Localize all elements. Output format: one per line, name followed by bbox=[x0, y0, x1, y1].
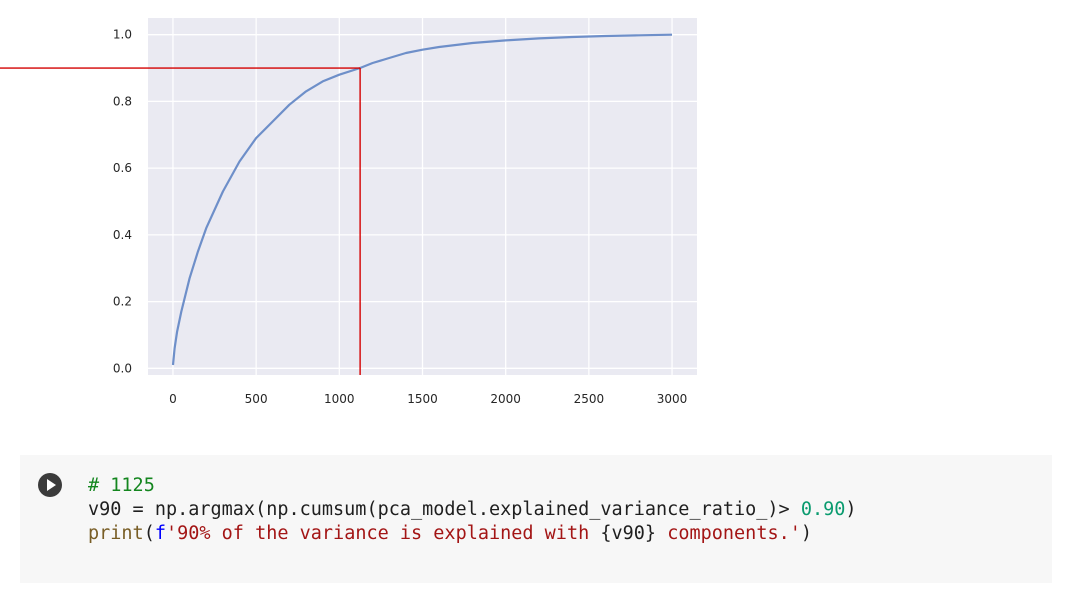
code-token: v90 = np.argmax(np.cumsum(pca_model.expl… bbox=[88, 499, 801, 520]
code-token: 0.90 bbox=[800, 499, 846, 520]
x-tick-label: 2500 bbox=[574, 392, 605, 406]
code-token: ) bbox=[845, 499, 857, 520]
y-tick-labels: 0.0 0.2 0.4 0.6 0.8 1.0 bbox=[113, 28, 132, 376]
code-cell[interactable]: # 1125 v90 = np.argmax(np.cumsum(pca_mode… bbox=[20, 455, 1052, 583]
code-line: v90 = np.argmax(np.cumsum(pca_model.expl… bbox=[88, 498, 857, 522]
y-tick-label: 0.4 bbox=[113, 228, 132, 242]
grid bbox=[148, 18, 697, 375]
x-tick-label: 0 bbox=[169, 392, 177, 406]
code-token: '90% of the variance is explained with bbox=[165, 523, 601, 544]
run-cell-button[interactable] bbox=[38, 473, 62, 497]
x-tick-label: 500 bbox=[245, 392, 268, 406]
code-line: # 1125 bbox=[88, 474, 857, 498]
code-token: ( bbox=[143, 523, 155, 544]
chart-output: 0 500 1000 1500 2000 2500 3000 0.0 0.2 0.4 0.6 0.8… bbox=[0, 18, 697, 406]
code-token: {v90} bbox=[600, 523, 657, 544]
reference-lines bbox=[0, 67, 361, 375]
play-icon bbox=[47, 479, 56, 491]
y-tick-label: 0.0 bbox=[113, 361, 132, 375]
x-tick-label: 1000 bbox=[324, 392, 355, 406]
cumulative-variance-line bbox=[171, 33, 673, 366]
code-line: print(f'90% of the variance is explained… bbox=[88, 522, 857, 546]
code-token: components.' bbox=[656, 523, 801, 544]
variance-chart: 0 500 1000 1500 2000 2500 3000 0.0 0.2 0.4 0.6 0.8… bbox=[0, 18, 697, 406]
code-token: ) bbox=[800, 523, 813, 544]
x-tick-label: 3000 bbox=[657, 392, 688, 406]
x-tick-label: 1500 bbox=[407, 392, 438, 406]
y-tick-label: 0.8 bbox=[113, 94, 132, 108]
code-token: f bbox=[154, 523, 166, 544]
series-group bbox=[171, 33, 673, 366]
code-token: print bbox=[88, 523, 144, 544]
x-tick-labels: 0 500 1000 1500 2000 2500 3000 bbox=[169, 392, 687, 406]
code-token: # 1125 bbox=[88, 475, 155, 496]
y-tick-label: 0.2 bbox=[113, 295, 132, 309]
y-tick-label: 0.6 bbox=[113, 161, 132, 175]
x-tick-label: 2000 bbox=[490, 392, 521, 406]
y-tick-label: 1.0 bbox=[113, 28, 132, 42]
code-editor[interactable]: # 1125 v90 = np.argmax(np.cumsum(pca_mode… bbox=[88, 474, 857, 546]
